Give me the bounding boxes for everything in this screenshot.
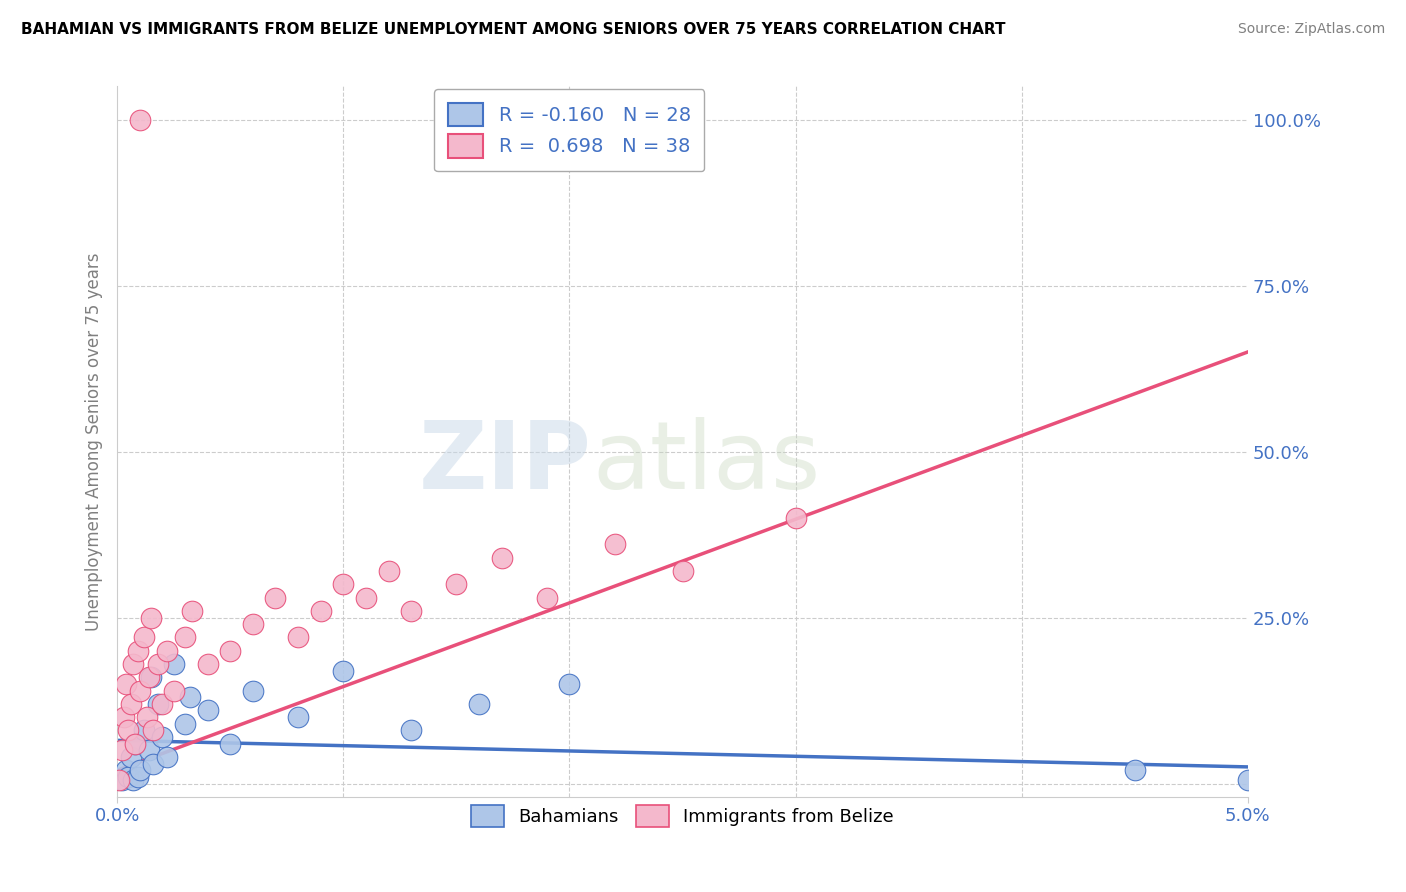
Point xyxy=(180,604,202,618)
Point xyxy=(179,690,201,705)
Point xyxy=(399,604,422,618)
Point xyxy=(287,710,309,724)
Point xyxy=(115,763,138,777)
Point xyxy=(785,511,807,525)
Point xyxy=(111,773,134,788)
Y-axis label: Unemployment Among Seniors over 75 years: Unemployment Among Seniors over 75 years xyxy=(86,252,103,631)
Point xyxy=(128,683,150,698)
Point xyxy=(112,710,135,724)
Point xyxy=(377,564,399,578)
Point xyxy=(124,737,146,751)
Point xyxy=(558,677,581,691)
Point xyxy=(287,631,309,645)
Point xyxy=(135,710,157,724)
Point xyxy=(332,577,354,591)
Point xyxy=(163,657,186,671)
Point xyxy=(139,670,162,684)
Point xyxy=(174,631,197,645)
Point xyxy=(491,550,513,565)
Point xyxy=(142,723,165,738)
Point xyxy=(127,770,149,784)
Legend: Bahamians, Immigrants from Belize: Bahamians, Immigrants from Belize xyxy=(464,797,901,834)
Point xyxy=(139,610,162,624)
Text: BAHAMIAN VS IMMIGRANTS FROM BELIZE UNEMPLOYMENT AMONG SENIORS OVER 75 YEARS CORR: BAHAMIAN VS IMMIGRANTS FROM BELIZE UNEMP… xyxy=(21,22,1005,37)
Point xyxy=(117,723,139,738)
Point xyxy=(219,737,242,751)
Point xyxy=(128,763,150,777)
Point xyxy=(1237,773,1260,788)
Point xyxy=(138,670,160,684)
Point xyxy=(468,697,491,711)
Point xyxy=(399,723,422,738)
Point xyxy=(536,591,558,605)
Point xyxy=(242,683,264,698)
Point xyxy=(156,644,179,658)
Point xyxy=(108,773,131,788)
Point xyxy=(134,631,156,645)
Point xyxy=(128,112,150,127)
Point xyxy=(197,703,219,717)
Point xyxy=(152,697,174,711)
Point xyxy=(142,756,165,771)
Point xyxy=(117,770,139,784)
Point xyxy=(122,773,145,788)
Point xyxy=(197,657,219,671)
Point xyxy=(152,730,174,744)
Point xyxy=(1123,763,1146,777)
Text: Source: ZipAtlas.com: Source: ZipAtlas.com xyxy=(1237,22,1385,37)
Point xyxy=(146,657,169,671)
Text: ZIP: ZIP xyxy=(419,417,592,508)
Point xyxy=(124,737,146,751)
Point xyxy=(127,644,149,658)
Point xyxy=(309,604,332,618)
Point xyxy=(219,644,242,658)
Point xyxy=(156,750,179,764)
Point xyxy=(354,591,377,605)
Point xyxy=(163,683,186,698)
Point xyxy=(122,657,145,671)
Point xyxy=(134,723,156,738)
Point xyxy=(120,750,142,764)
Point xyxy=(264,591,287,605)
Point xyxy=(332,664,354,678)
Point xyxy=(671,564,693,578)
Point xyxy=(138,743,160,757)
Point xyxy=(603,537,626,551)
Point xyxy=(174,716,197,731)
Point xyxy=(242,617,264,632)
Point xyxy=(111,743,134,757)
Point xyxy=(446,577,468,591)
Point xyxy=(120,697,142,711)
Point xyxy=(146,697,169,711)
Text: atlas: atlas xyxy=(592,417,820,508)
Point xyxy=(115,677,138,691)
